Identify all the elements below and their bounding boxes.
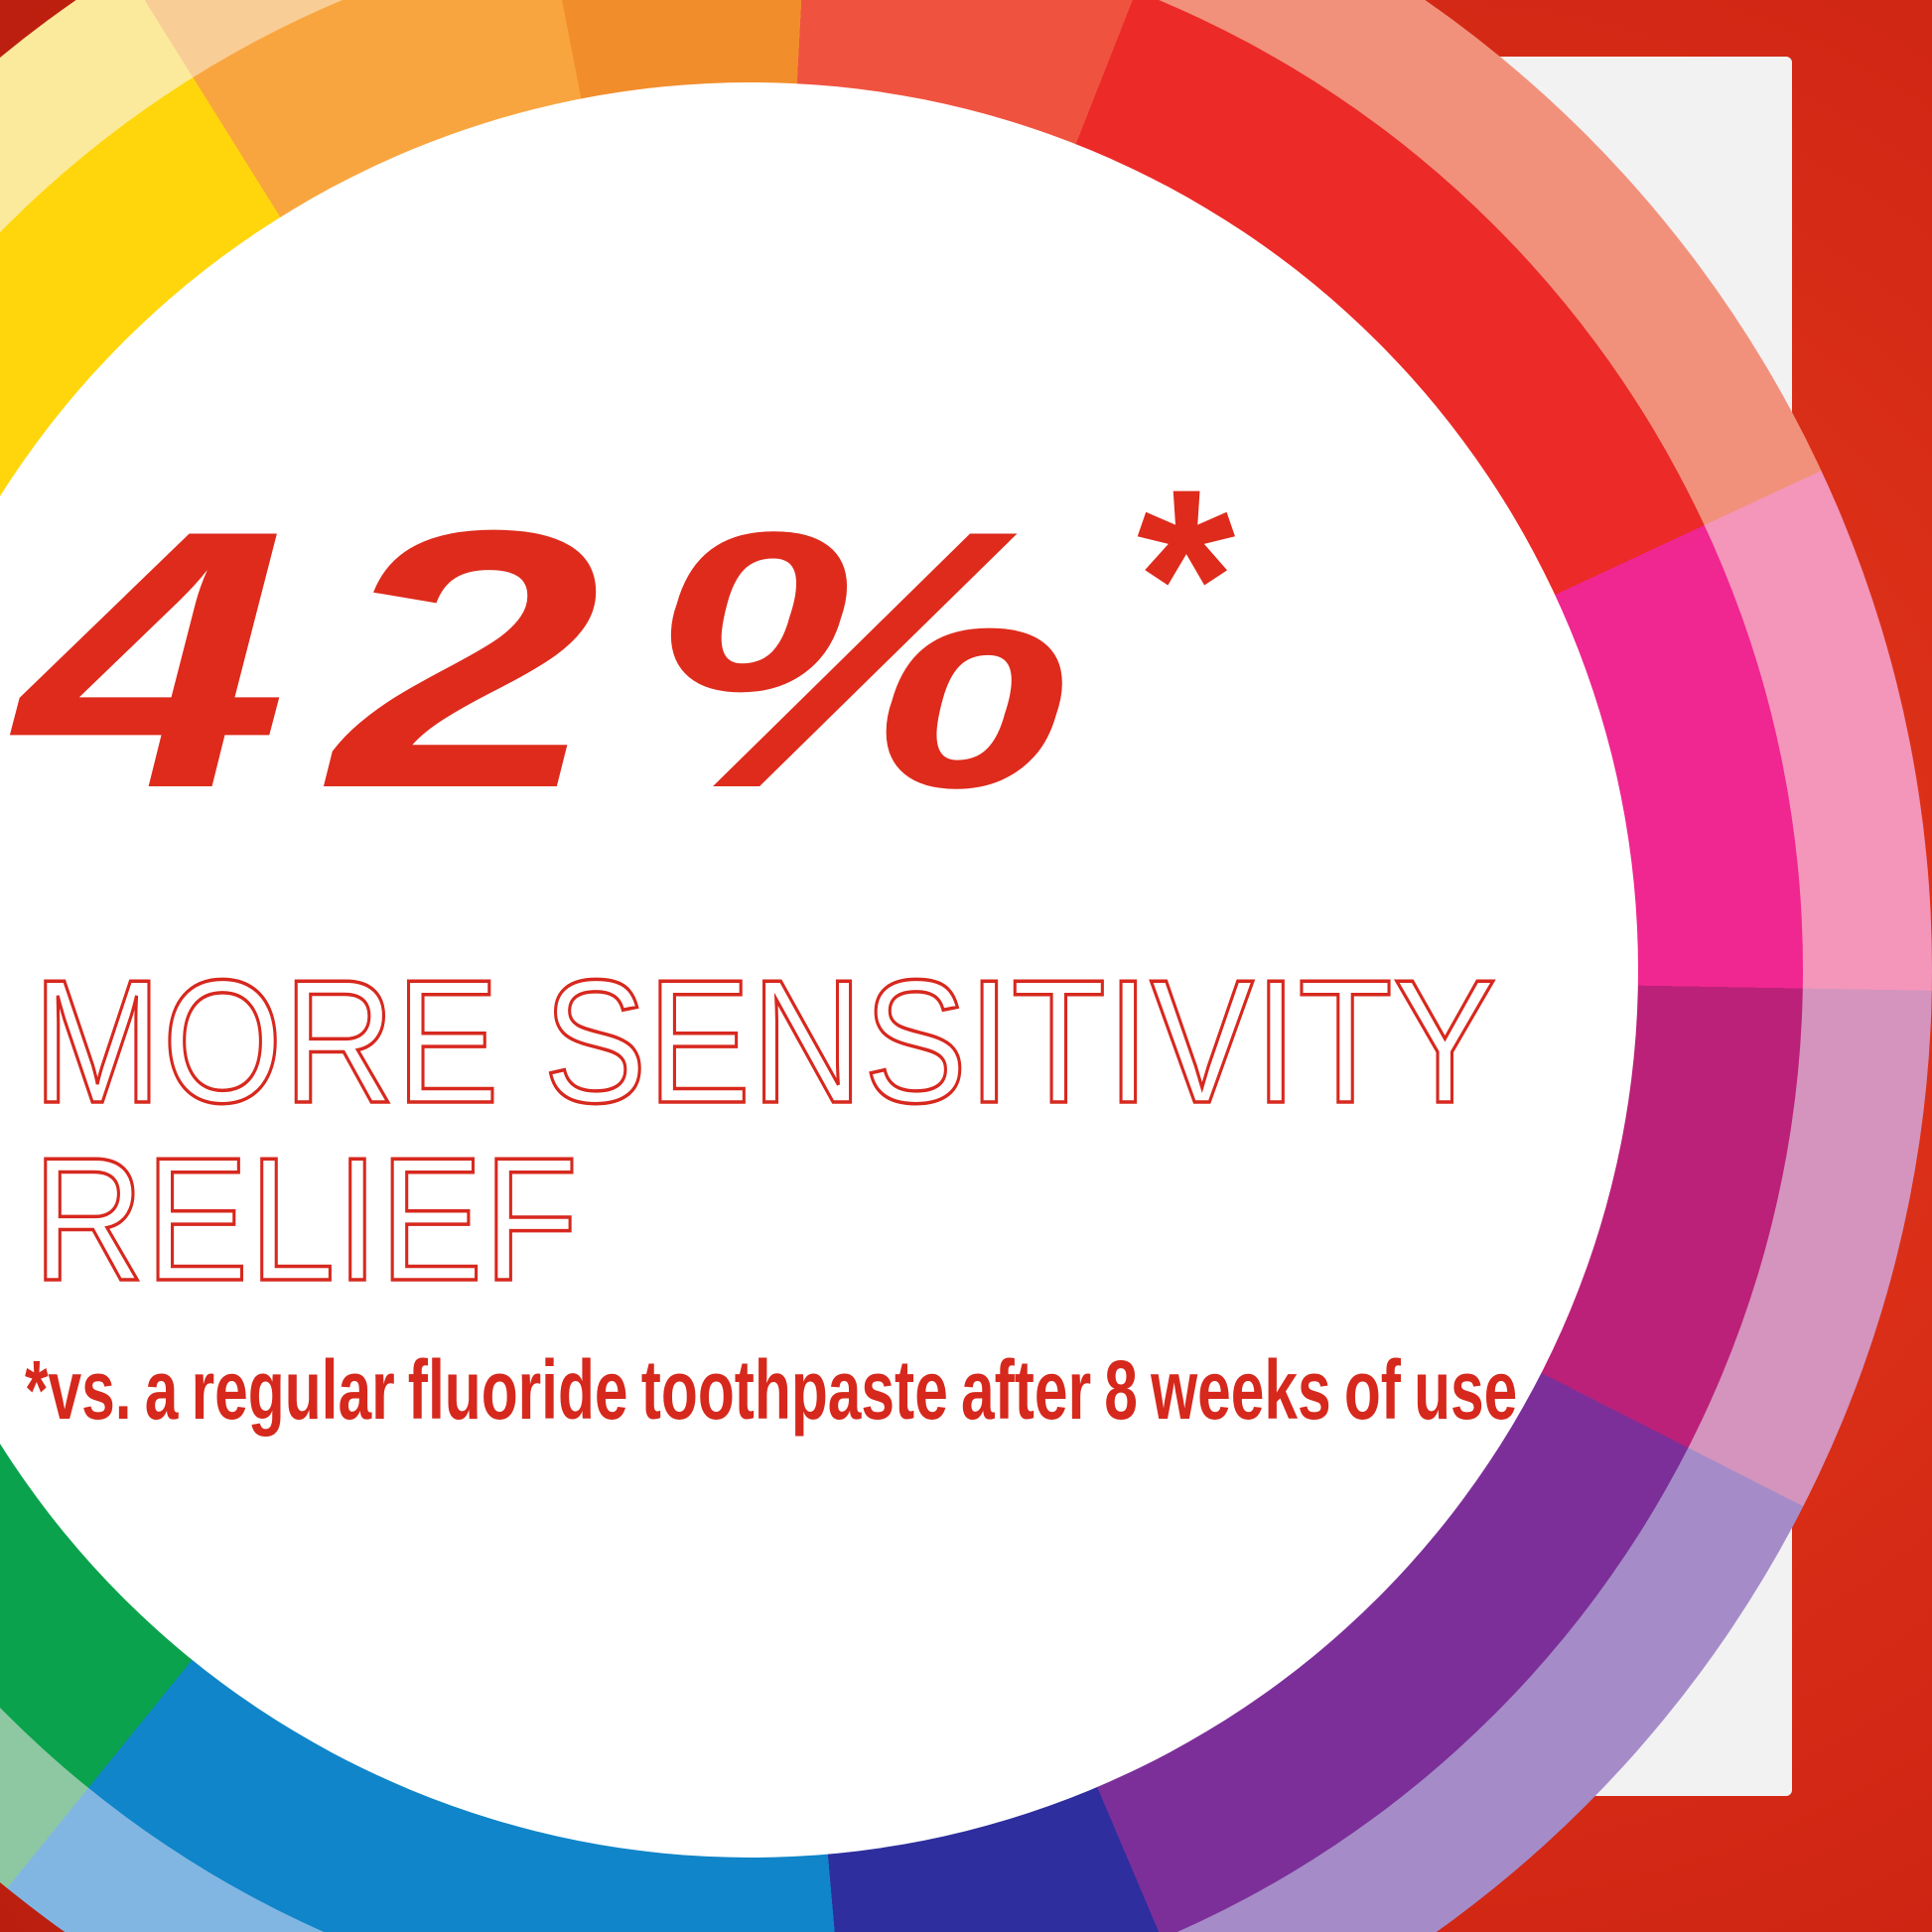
percentage-asterisk: * [1137, 437, 1236, 720]
headline-line1: MORE SENSITIVITY [31, 943, 1498, 1140]
footnote-disclaimer-text: *vs. a regular fluoride toothpaste after… [25, 1343, 1518, 1437]
wheel-center-white-circle [0, 82, 1638, 1858]
headline-text: MORE SENSITIVITY RELIEF [31, 943, 1498, 1317]
headline-line2: RELIEF [31, 1121, 579, 1317]
percentage-text: 42% [18, 455, 1120, 865]
